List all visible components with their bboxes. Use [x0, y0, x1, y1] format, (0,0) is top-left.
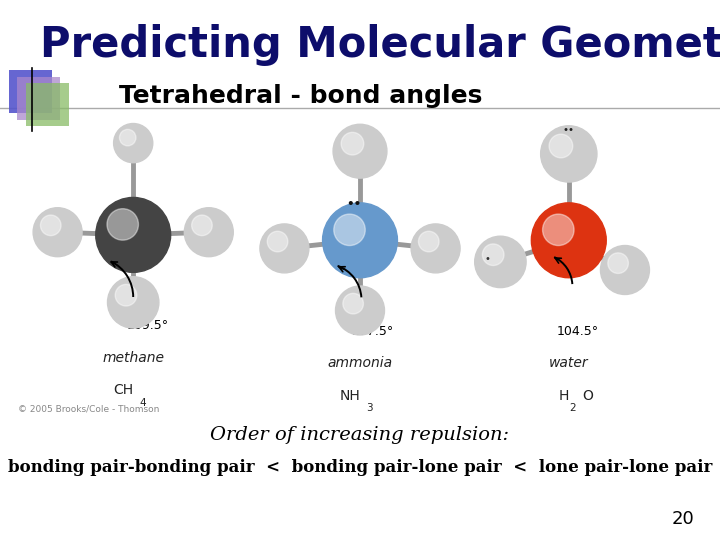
- Ellipse shape: [608, 253, 629, 273]
- Text: bonding pair-bonding pair  <  bonding pair-lone pair  <  lone pair-lone pair: bonding pair-bonding pair < bonding pair…: [8, 458, 712, 476]
- Ellipse shape: [120, 130, 136, 146]
- Text: 107.5°: 107.5°: [352, 325, 394, 338]
- Ellipse shape: [531, 203, 606, 278]
- Ellipse shape: [411, 224, 460, 273]
- Bar: [26, 83, 69, 126]
- Text: 20: 20: [672, 510, 695, 528]
- Ellipse shape: [336, 286, 384, 335]
- Ellipse shape: [418, 231, 439, 252]
- Text: CH: CH: [113, 383, 133, 397]
- Ellipse shape: [341, 132, 364, 155]
- Text: H: H: [559, 389, 569, 403]
- Text: ammonia: ammonia: [328, 356, 392, 370]
- Text: •: •: [485, 254, 490, 264]
- Text: Tetrahedral - bond angles: Tetrahedral - bond angles: [119, 84, 482, 107]
- Ellipse shape: [96, 198, 171, 272]
- Text: methane: methane: [102, 351, 164, 365]
- Ellipse shape: [40, 215, 61, 235]
- Ellipse shape: [323, 203, 397, 278]
- Text: 4: 4: [139, 398, 145, 408]
- Ellipse shape: [267, 231, 288, 252]
- Text: Order of increasing repulsion:: Order of increasing repulsion:: [210, 426, 510, 444]
- Text: 109.5°: 109.5°: [127, 319, 168, 333]
- Text: NH: NH: [339, 389, 360, 403]
- Text: O: O: [582, 389, 593, 403]
- Ellipse shape: [260, 224, 309, 273]
- Ellipse shape: [115, 285, 137, 306]
- Ellipse shape: [114, 124, 153, 163]
- Ellipse shape: [482, 244, 504, 266]
- Text: 3: 3: [366, 403, 372, 414]
- Text: ••: ••: [563, 125, 575, 134]
- Text: 104.5°: 104.5°: [557, 325, 598, 338]
- Text: water: water: [549, 356, 589, 370]
- Ellipse shape: [343, 293, 364, 314]
- Ellipse shape: [192, 215, 212, 235]
- Ellipse shape: [549, 134, 572, 158]
- Ellipse shape: [474, 236, 526, 288]
- Bar: [17, 77, 60, 120]
- Ellipse shape: [33, 208, 82, 256]
- Ellipse shape: [541, 126, 597, 182]
- Ellipse shape: [333, 124, 387, 178]
- Text: ••: ••: [346, 198, 362, 211]
- Text: Predicting Molecular Geometry: Predicting Molecular Geometry: [40, 24, 720, 66]
- Ellipse shape: [600, 246, 649, 294]
- Ellipse shape: [107, 276, 159, 328]
- Ellipse shape: [543, 214, 574, 246]
- Ellipse shape: [334, 214, 365, 246]
- Text: © 2005 Brooks/Cole - Thomson: © 2005 Brooks/Cole - Thomson: [18, 404, 159, 413]
- Text: 2: 2: [569, 403, 575, 414]
- Ellipse shape: [184, 208, 233, 256]
- Ellipse shape: [107, 208, 138, 240]
- Bar: [9, 70, 52, 113]
